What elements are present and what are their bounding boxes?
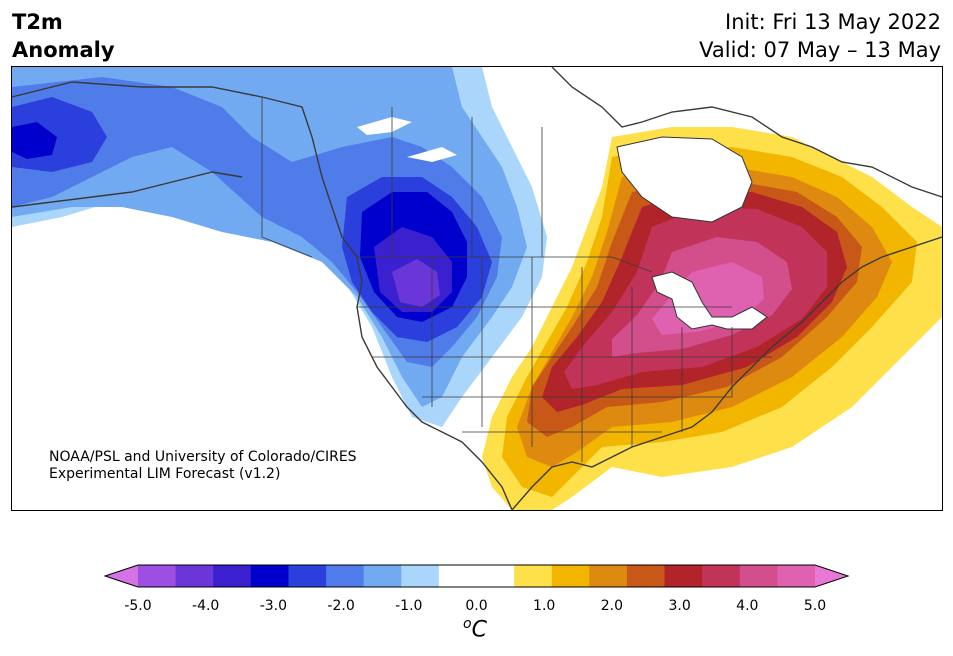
colorbar-extend-high [815,565,848,587]
colorbar [103,564,850,588]
great-lakes [651,271,768,330]
cold-anomaly-alaska-core [12,122,57,159]
colorbar-tick-label: -4.0 [192,598,220,614]
coastlines [12,67,942,510]
colorbar-tick-label: -1.0 [395,598,423,614]
unit-label: oC [463,616,487,642]
anomaly-map [11,66,943,511]
data-credit: NOAA/PSL and University of Colorado/CIRE… [49,449,357,483]
colorbar-cell [739,565,778,587]
colorbar-cells [105,565,848,587]
colorbar-cell [702,565,741,587]
political-borders [261,97,772,462]
northern-lakes [357,117,457,162]
colorbar-cell [250,565,289,587]
colorbar-cell [213,565,252,587]
colorbar-tick-label: -5.0 [124,598,152,614]
colorbar-outline [103,564,850,588]
colorbar-extend-low [105,565,138,587]
hudson-bay [616,136,753,223]
colorbar-cell [551,565,590,587]
cold-anomaly-6 [392,259,440,307]
credit-line-1: NOAA/PSL and University of Colorado/CIRE… [49,449,357,465]
unit-celsius: C [471,617,487,643]
colorbar-cell [138,565,177,587]
colorbar-tick-label: -3.0 [259,598,288,614]
title-line-2: Anomaly [12,38,115,62]
colorbar-cell [438,565,477,587]
colorbar-cell [589,565,628,587]
unit-degree: o [463,616,472,632]
colorbar-tick-label: 4.0 [736,598,759,614]
anomaly-map-svg [12,67,942,510]
valid-range: Valid: 07 May – 13 May [699,38,941,62]
title-line-1: T2m [12,10,63,34]
colorbar-cell [363,565,402,587]
colorbar-tick-label: 3.0 [668,598,691,614]
colorbar-cell [626,565,666,587]
colorbar-cell [326,565,365,587]
colorbar-cell [514,565,553,587]
init-date: Init: Fri 13 May 2022 [725,10,941,34]
colorbar-tick-label: -2.0 [327,598,355,614]
colorbar-cell [401,565,440,587]
colorbar-tick-label: 1.0 [533,598,556,614]
colorbar-cell [777,565,816,587]
credit-line-2: Experimental LIM Forecast (v1.2) [49,466,281,482]
forecast-dates: Init: Fri 13 May 2022 Valid: 07 May – 13… [699,8,941,64]
colorbar-cell [476,565,515,587]
colorbar-cell [664,565,703,587]
colorbar-cell [288,565,327,587]
colorbar-tick-label: 2.0 [600,598,624,614]
colorbar-tick-label: 5.0 [803,598,827,614]
colorbar-cell [175,565,214,587]
map-title: T2m Anomaly [12,8,115,64]
colorbar-tick-label: 0.0 [465,598,488,614]
